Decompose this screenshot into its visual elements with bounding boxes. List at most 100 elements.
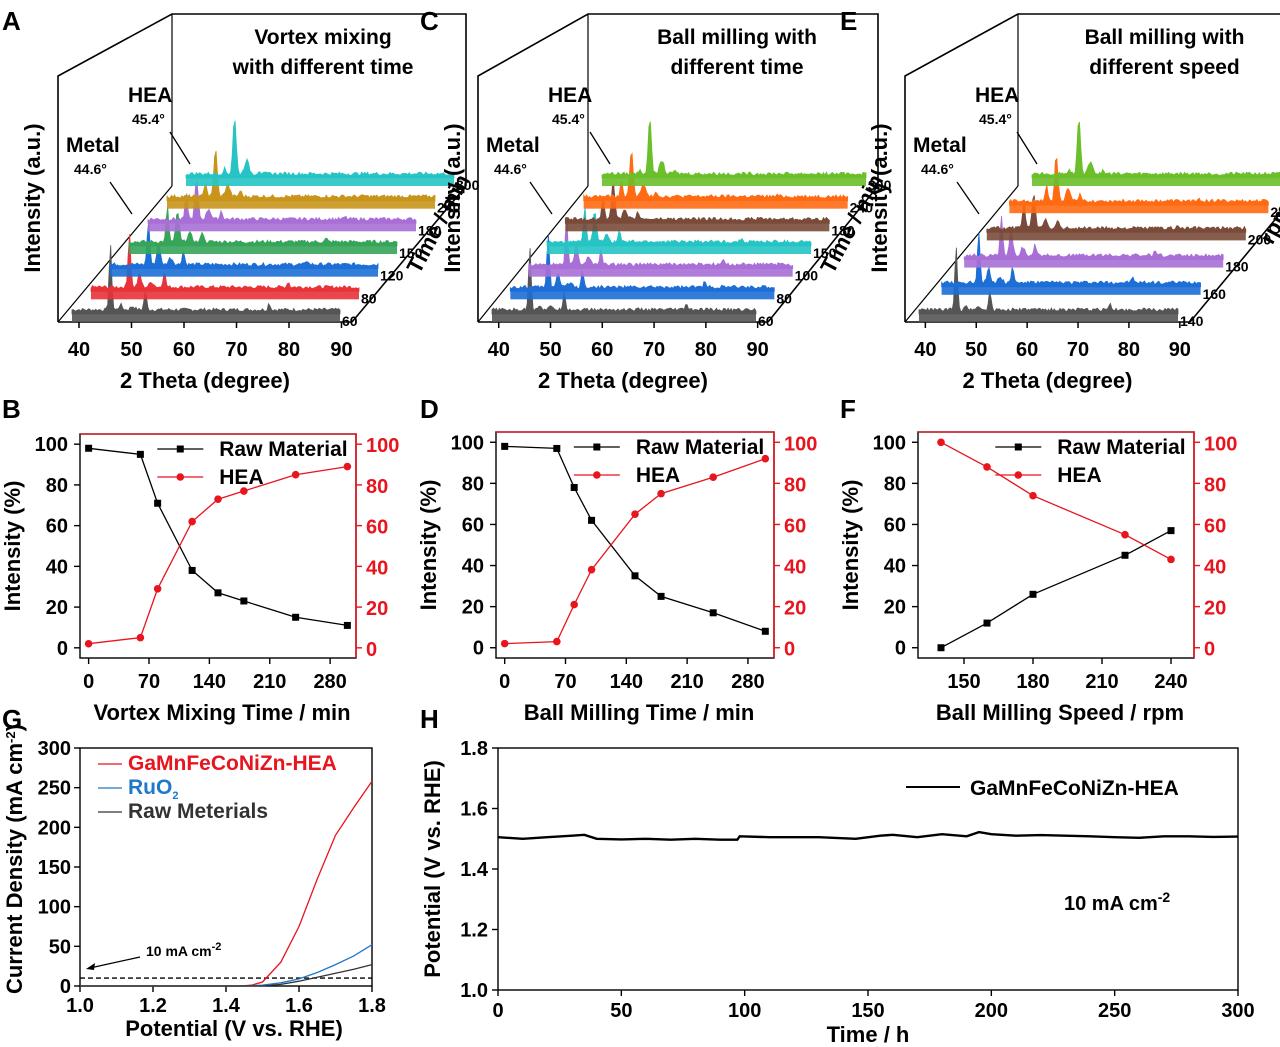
y-tick-label: 300	[38, 738, 71, 760]
annotation-arrow	[89, 956, 141, 969]
xrd-series-60	[491, 248, 757, 315]
depth-axis-line	[1189, 212, 1280, 323]
plot-frame	[917, 431, 1195, 659]
series-line-1	[80, 944, 373, 987]
data-point-hea	[709, 473, 717, 482]
right-y-tick-label: 100	[366, 435, 399, 457]
y-axis-label: Intensity (a.u.)	[440, 123, 465, 272]
x-tick-label: 80	[278, 339, 300, 361]
xrd-series-120	[109, 220, 379, 270]
panel-letter: E	[840, 6, 857, 36]
xrd-series-240	[1031, 121, 1280, 179]
series-line-hea	[940, 441, 1172, 560]
x-tick-label: 70	[225, 339, 247, 361]
x-tick-label: 90	[747, 339, 769, 361]
xrd-series-base	[1009, 203, 1269, 214]
chart-panel-h: H 0 50 100 150 200 250 300 1.0 1.2 1.4 1.6 1.8 Time /…	[420, 704, 1255, 1047]
xrd-series-60	[71, 245, 341, 315]
x-tick-label: 50	[610, 1000, 632, 1022]
series-label: 80	[776, 290, 792, 306]
data-point-raw-material	[657, 592, 665, 600]
data-point-hea	[240, 487, 248, 495]
data-point-hea	[291, 470, 300, 479]
legend-label: Raw Material	[219, 438, 347, 461]
xrd-series-100	[528, 219, 794, 270]
y-tick-label: 80	[46, 475, 68, 497]
xrd-series-base	[528, 266, 793, 277]
x-tick-label: 140	[610, 671, 643, 693]
data-point-raw-material	[631, 572, 639, 580]
y-tick-label: 150	[38, 857, 71, 879]
x-axis-label: 2 Theta (degree)	[120, 368, 290, 393]
data-point-hea	[214, 495, 222, 503]
right-y-tick-label: 40	[784, 557, 806, 579]
data-point-raw-material	[188, 566, 196, 574]
right-y-tick-label: 100	[1204, 433, 1237, 455]
x-tick-label: 1.0	[66, 995, 94, 1017]
y-axis-label: Potential (V vs. RHE)	[420, 760, 445, 978]
x-axis-label: Potential (V vs. RHE)	[125, 1016, 343, 1041]
x-tick-label: 50	[539, 339, 561, 361]
y-tick-label: 0	[60, 976, 71, 998]
metal-label: Metal	[913, 134, 967, 157]
panel-letter: A	[2, 6, 21, 36]
right-y-tick-label: 40	[1204, 557, 1226, 579]
x-tick-label: 150	[851, 1000, 884, 1022]
x-axis-label: Ball Milling Speed / rpm	[936, 700, 1184, 725]
series-label: 120	[380, 268, 404, 284]
plot-frame	[79, 747, 373, 987]
right-y-tick-label: 0	[366, 639, 377, 661]
data-point-hea	[657, 489, 665, 498]
data-point-raw-material	[553, 444, 561, 452]
legend-label: HEA	[636, 464, 680, 487]
legend-label: GaMnFeCoNiZn-HEA	[128, 752, 337, 775]
metal-angle: 44.6°	[74, 161, 107, 177]
y-tick-label: 0	[57, 638, 68, 660]
hea-label: HEA	[128, 84, 172, 107]
xrd-series-base	[492, 312, 756, 322]
y-axis-label: Intensity (a.u.)	[20, 123, 45, 272]
y-axis-label: Intensity (%)	[0, 481, 25, 612]
legend-label: GaMnFeCoNiZn-HEA	[970, 777, 1179, 800]
y-tick-label: 1.6	[460, 799, 488, 821]
depth-axis-left	[477, 185, 589, 323]
hea-angle: 45.4°	[552, 111, 585, 127]
legend-label-sub: 2	[172, 790, 178, 802]
x-tick-label: 1.6	[285, 995, 313, 1017]
panel-title-line: different speed	[1089, 56, 1240, 79]
xrd-series-base	[602, 176, 866, 186]
series-label: 150	[399, 245, 423, 261]
x-tick-label: 0	[83, 671, 94, 693]
chart-panel-f: F 150 180 210 240 0 0 20 20 40 40 60 60 80 80 100 100 Bal…	[838, 394, 1237, 725]
series-label: 150	[813, 245, 837, 261]
hea-angle: 45.4°	[132, 111, 165, 127]
y-tick-label: 50	[49, 936, 71, 958]
y-tick-label: 60	[462, 514, 484, 536]
data-point-raw-material	[1029, 590, 1037, 598]
xrd-series-base	[167, 198, 435, 209]
panel-title-line: Ball milling with	[1085, 26, 1245, 49]
xrd-series-base	[919, 312, 1178, 322]
data-point-hea	[500, 639, 509, 648]
xrd-series-base	[1032, 176, 1280, 186]
depth-axis-line	[351, 185, 467, 323]
panel-letter: D	[420, 394, 439, 424]
xrd-series-base	[583, 198, 848, 209]
data-point-raw-material	[136, 450, 144, 458]
x-tick-label: 150	[947, 671, 980, 693]
xrd-series-160	[941, 232, 1201, 288]
panel-letter: G	[2, 704, 22, 734]
xrd-series-300	[185, 120, 455, 179]
y-tick-label: 200	[38, 817, 71, 839]
y-tick-label: 100	[451, 432, 484, 454]
data-point-hea	[1121, 530, 1129, 539]
data-point-raw-material	[343, 621, 351, 629]
right-y-tick-label: 20	[784, 598, 806, 620]
data-point-raw-material	[214, 589, 222, 597]
x-tick-label: 60	[1016, 339, 1038, 361]
data-point-hea	[983, 463, 991, 471]
y-tick-label: 60	[46, 516, 68, 538]
y-tick-label: 40	[884, 556, 906, 578]
x-tick-label: 50	[120, 339, 142, 361]
